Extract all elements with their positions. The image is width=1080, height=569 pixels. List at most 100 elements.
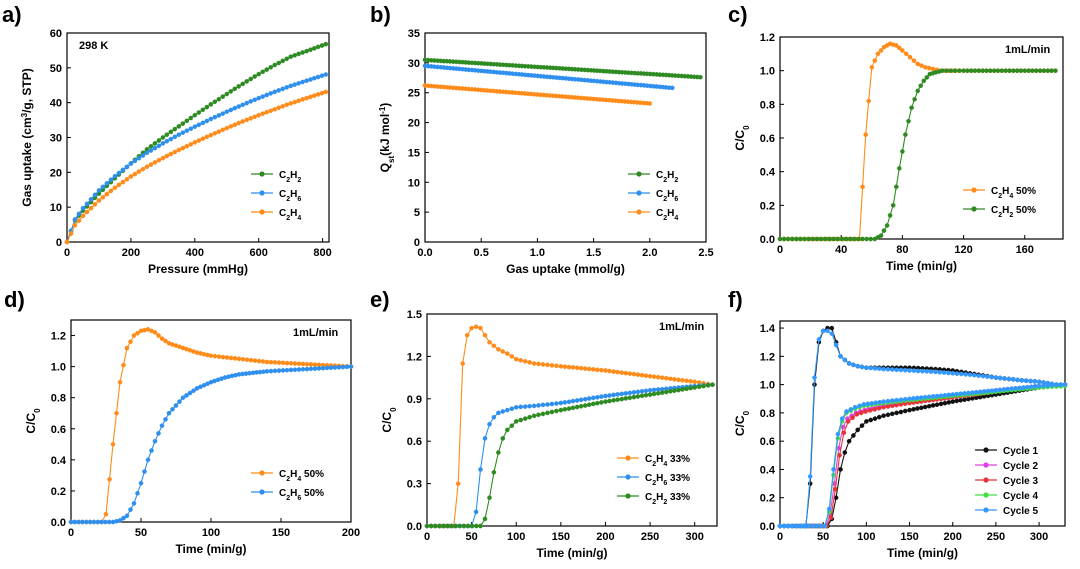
data-point [894, 184, 899, 190]
data-point [80, 519, 85, 525]
data-point [457, 523, 463, 529]
data-point [311, 46, 317, 51]
data-point [304, 48, 309, 54]
data-point [846, 438, 852, 444]
legend-label-text: C [279, 469, 286, 480]
annotation: 1mL/min [1005, 44, 1051, 56]
data-point [196, 138, 202, 143]
data-point [1022, 68, 1028, 73]
data-point [635, 389, 641, 395]
data-point [428, 523, 434, 529]
data-point [308, 77, 313, 82]
data-point [276, 60, 282, 66]
data-point [894, 410, 899, 416]
data-point [180, 121, 186, 126]
legend-label-sub: 2 [652, 461, 656, 468]
data-point [952, 68, 958, 73]
data-point [232, 86, 237, 92]
data-point [531, 413, 537, 419]
y-tick-label: 35 [408, 28, 420, 40]
data-point [121, 362, 126, 368]
data-point [432, 523, 438, 529]
data-point [252, 97, 257, 103]
data-point [866, 98, 872, 104]
data-point [224, 355, 230, 360]
data-point [288, 360, 294, 366]
data-point [915, 61, 921, 67]
data-point [1045, 383, 1050, 388]
data-point [132, 158, 138, 164]
data-point [124, 176, 130, 182]
data-point [264, 92, 270, 98]
y-tick-label: 10 [408, 177, 420, 189]
legend-marker [983, 507, 989, 513]
x-axis-title: Gas uptake (mmol/g) [506, 262, 625, 276]
data-point [863, 409, 868, 414]
data-point [845, 419, 851, 424]
data-point [545, 410, 550, 416]
data-point [907, 54, 913, 60]
data-point [566, 364, 572, 370]
data-point [897, 45, 902, 51]
legend-marker [636, 209, 642, 215]
data-point [128, 339, 133, 345]
data-point [200, 120, 206, 126]
data-point [664, 375, 669, 381]
y-tick-label: 1.2 [51, 331, 66, 343]
x-tick-label: 100 [507, 531, 525, 543]
data-point [574, 398, 580, 403]
data-point [851, 236, 857, 242]
data-point [1041, 383, 1046, 389]
data-point [558, 400, 564, 406]
y-axis-title-sub: 0 [742, 125, 751, 130]
data-point [280, 86, 286, 92]
data-point [180, 395, 186, 401]
legend-marker [259, 489, 265, 495]
data-point [655, 390, 661, 396]
data-point [688, 378, 693, 384]
data-point [643, 373, 649, 379]
data-point [578, 403, 584, 409]
data-point [124, 345, 130, 351]
data-point [903, 51, 909, 57]
data-point [437, 523, 442, 529]
y-axis-title-text: C/C [24, 413, 38, 434]
data-point [923, 65, 928, 70]
data-point [72, 217, 78, 222]
data-point [304, 366, 310, 372]
y-tick-label: 0.6 [51, 424, 66, 436]
data-point [187, 390, 193, 396]
data-point [995, 68, 1001, 73]
data-point [664, 389, 669, 395]
legend-label-text: H [290, 488, 297, 499]
legend-marker [983, 447, 989, 453]
data-point [292, 367, 298, 373]
data-point [627, 371, 633, 376]
data-point [509, 406, 515, 412]
data-point [867, 408, 873, 413]
y-tick-label: 0.0 [760, 521, 775, 533]
data-point [136, 155, 142, 161]
y-tick-label: 1.2 [760, 351, 775, 363]
data-point [680, 377, 685, 383]
data-point [320, 365, 326, 371]
legend-label: C2H4 50% [279, 469, 324, 483]
data-point [140, 153, 146, 158]
data-point [655, 387, 661, 392]
data-point [885, 366, 891, 372]
legend-marker [625, 474, 631, 480]
data-point [981, 389, 987, 394]
y-axis-title: Qst(kJ mol-1) [378, 103, 396, 173]
data-point [912, 97, 917, 102]
data-point [319, 43, 325, 48]
data-point [180, 145, 186, 151]
data-point [264, 67, 270, 72]
data-point [100, 184, 106, 190]
legend-label-sub: 2 [663, 215, 667, 222]
y-tick-label: 0 [414, 237, 420, 249]
legend-label: C2H2 [656, 170, 678, 184]
legend-marker [625, 455, 631, 461]
data-point [319, 90, 325, 96]
data-point [196, 122, 202, 128]
data-point [156, 157, 162, 163]
